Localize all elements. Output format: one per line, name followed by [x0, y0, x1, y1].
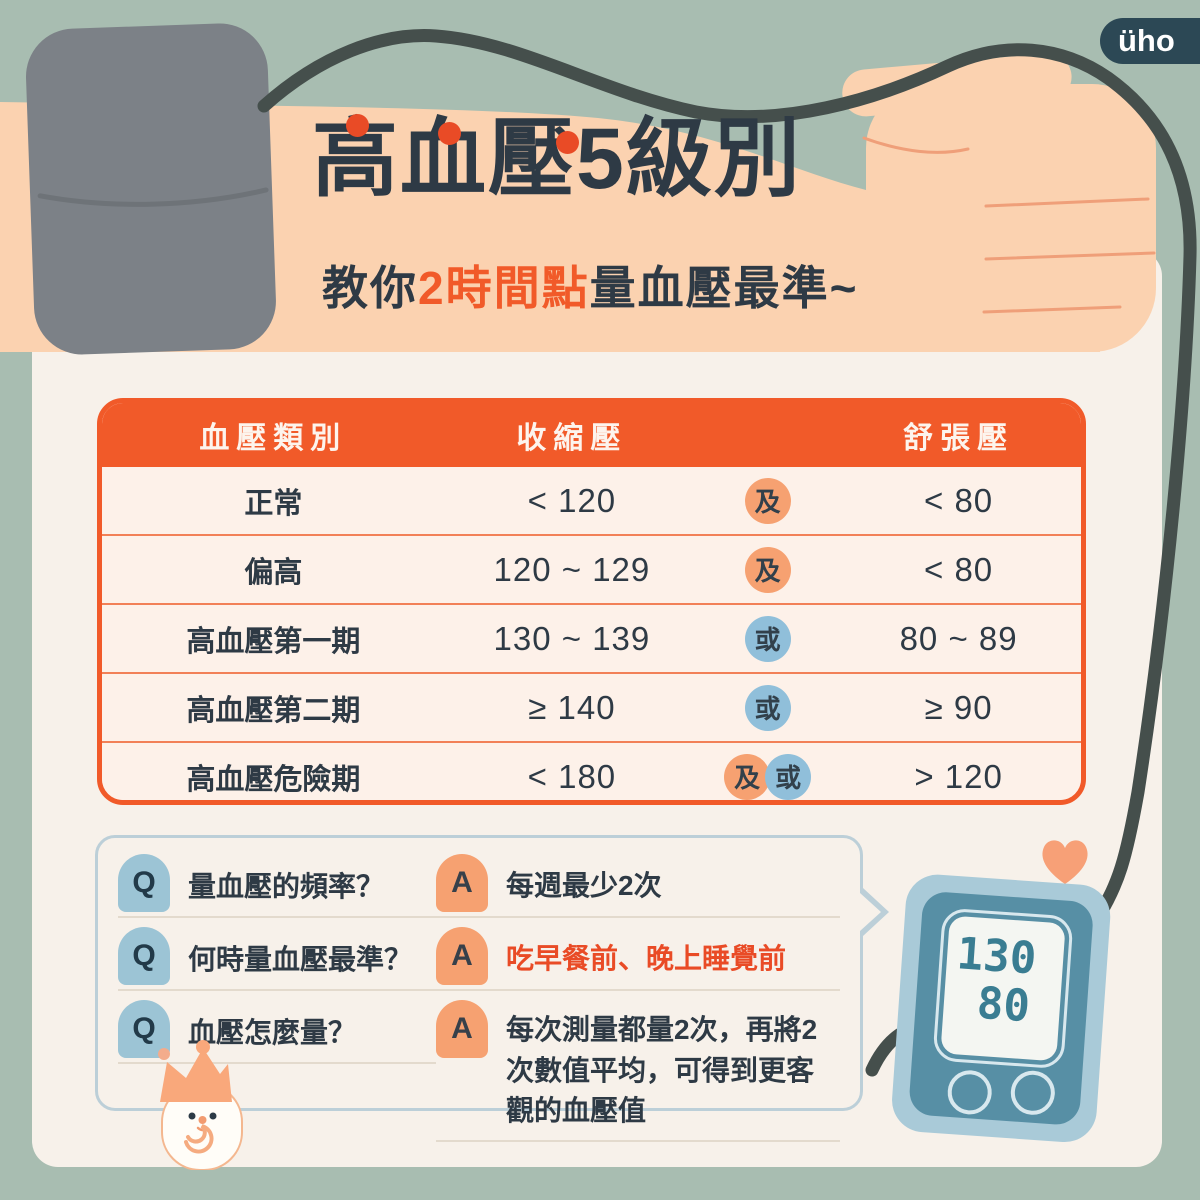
subtitle-prefix: 教你 [322, 262, 418, 314]
arm-illustration [0, 23, 1156, 355]
monitor-screen [941, 916, 1065, 1061]
page-title: 高血壓5級別 [312, 111, 802, 207]
qa-row: Q 量血壓的頻率？ A 每週最少2次 [118, 854, 840, 918]
connector-badge-or: 或 [744, 615, 791, 662]
answer-badge: A [436, 927, 488, 985]
bp-category: 高血壓第一期 [186, 625, 361, 658]
mascot-character [158, 1040, 243, 1170]
answer-text-highlight: 吃早餐前、晚上睡覺前 [506, 942, 787, 974]
answer-text: 每週最少2次 [506, 869, 662, 901]
systolic-value: 120 ~ 129 [493, 550, 651, 588]
bp-category: 高血壓危險期 [186, 763, 361, 796]
table-row: 正常 < 120 及 < 80 [102, 467, 1081, 534]
question-text: 量血壓的頻率？ [188, 871, 385, 902]
column-header-category: 血壓類別 [199, 422, 348, 455]
logo-text: üho [1118, 23, 1175, 58]
qa-panel: Q 量血壓的頻率？ A 每週最少2次 Q 何時量血壓最準？ A 吃早餐前、晚上睡… [95, 835, 863, 1142]
connector-badge-and: 及 [724, 753, 771, 800]
heart-icon [1042, 840, 1088, 884]
diastolic-value: ≥ 90 [924, 688, 993, 726]
monitor-button [947, 1070, 992, 1115]
systolic-value: < 180 [527, 757, 617, 795]
mascot-belly-swirl [184, 1124, 214, 1154]
monitor-systolic-reading: 130 [955, 928, 1038, 984]
systolic-value: 130 ~ 139 [493, 619, 651, 657]
title-accent-dot [438, 122, 461, 145]
systolic-value: ≥ 140 [528, 688, 616, 726]
bp-category: 偏高 [244, 556, 303, 589]
table-row: 偏高 120 ~ 129 及 < 80 [102, 534, 1081, 603]
thumb [842, 53, 1072, 117]
title-accent-dot [556, 131, 579, 154]
answer-badge: A [436, 854, 488, 912]
question-badge: Q [118, 927, 170, 985]
table-row: 高血壓第二期 ≥ 140 或 ≥ 90 [102, 672, 1081, 741]
answer-badge: A [436, 1000, 488, 1058]
diastolic-value: 80 ~ 89 [899, 619, 1018, 657]
table-row: 高血壓危險期 < 180 及 或 > 120 [102, 741, 1081, 800]
bp-classification-table: 血壓類別 收縮壓 舒張壓 正常 < 120 及 < 80 偏高 120 ~ 12… [97, 398, 1086, 805]
blood-pressure-monitor: 130 80 [892, 874, 1111, 1143]
column-header-diastolic: 舒張壓 [903, 422, 1015, 455]
diastolic-value: < 80 [924, 550, 994, 588]
subtitle-suffix: 量血壓最準~ [589, 262, 859, 314]
monitor-button [1010, 1070, 1055, 1115]
table-header-row: 血壓類別 收縮壓 舒張壓 [102, 403, 1081, 467]
qa-row: Q 何時量血壓最準？ A 吃早餐前、晚上睡覺前 [118, 927, 840, 991]
bp-category: 高血壓第二期 [186, 694, 361, 727]
systolic-value: < 120 [527, 481, 617, 519]
question-text: 血壓怎麼量？ [188, 1017, 357, 1048]
column-header-systolic: 收縮壓 [516, 422, 628, 455]
diastolic-value: < 80 [924, 481, 994, 519]
monitor-diastolic-reading: 80 [975, 978, 1031, 1033]
qa-row: Q 血壓怎麼量？ A 每次測量都量2次，再將2次數值平均，可得到更客觀的血壓值 [118, 1000, 840, 1142]
question-badge: Q [118, 854, 170, 912]
connector-badge-and: 及 [744, 546, 791, 593]
bp-cuff [25, 23, 276, 355]
mascot-crown [160, 1048, 232, 1102]
question-text: 何時量血壓最準？ [188, 944, 413, 975]
bp-category: 正常 [244, 487, 303, 520]
title-accent-dot [346, 114, 369, 137]
finger-lines [862, 136, 1156, 314]
connector-badge-and: 及 [744, 477, 791, 524]
connector-badge-or: 或 [744, 684, 791, 731]
uho-logo: üho [1100, 18, 1200, 64]
diastolic-value: > 120 [914, 757, 1003, 795]
connector-badge-or: 或 [765, 753, 812, 800]
answer-text: 每次測量都量2次，再將2次數值平均，可得到更客觀的血壓值 [506, 1014, 818, 1127]
page-subtitle: 教你2時間點量血壓最準~ [322, 252, 858, 318]
speech-bubble-pointer-fill [860, 893, 881, 931]
table-row: 高血壓第一期 130 ~ 139 或 80 ~ 89 [102, 603, 1081, 672]
question-badge: Q [118, 1000, 170, 1058]
subtitle-highlight: 2時間點 [418, 262, 590, 314]
